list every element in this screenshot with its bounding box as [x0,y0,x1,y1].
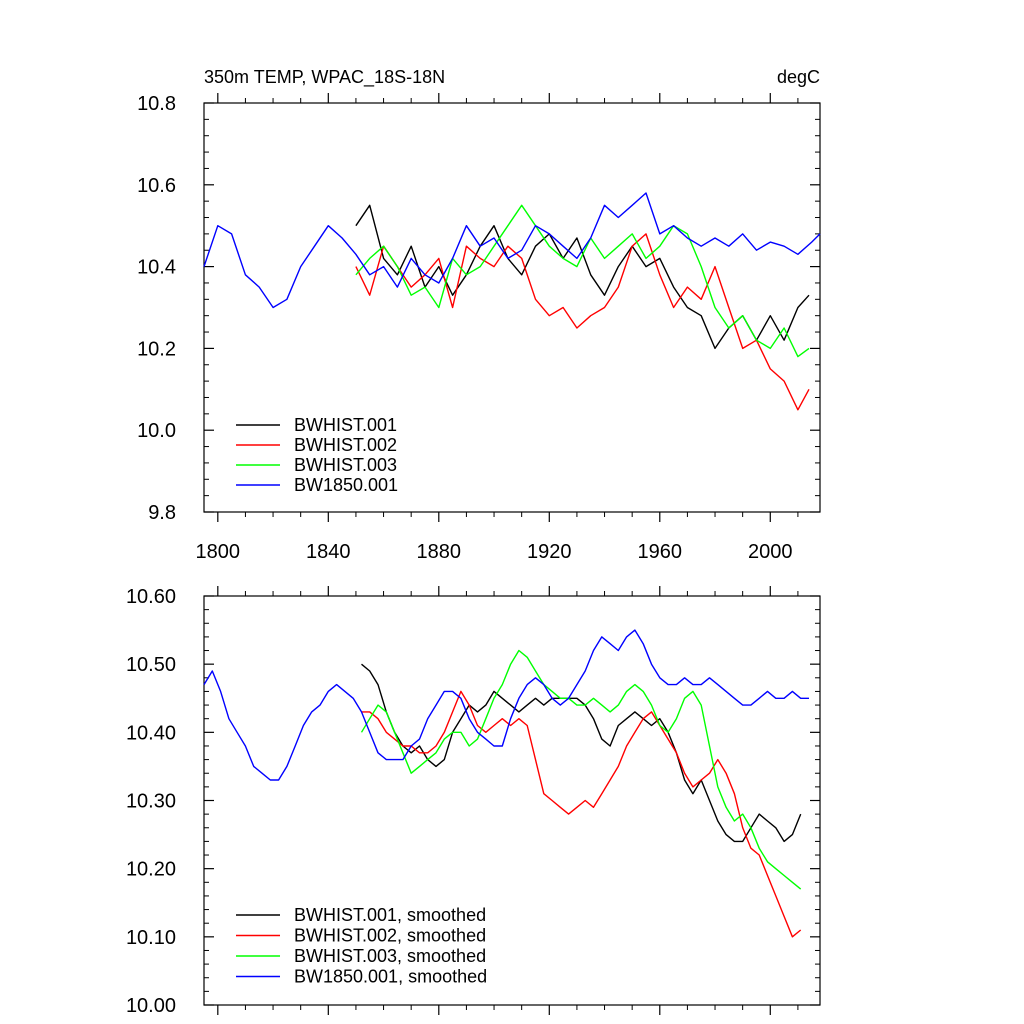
legend-label-2: BWHIST.002, smoothed [294,926,486,946]
y-tick-label: 10.0 [137,420,176,442]
series-line-3 [355,204,810,358]
legend-label-1: BWHIST.001 [294,415,397,435]
legend-label-4: BW1850.001, smoothed [294,967,487,987]
series-line-4 [203,192,821,309]
y-tick-label: 10.2 [137,338,176,360]
y-tick-label: 10.4 [137,257,176,279]
y-tick-label: 10.60 [126,586,176,608]
top-units: degC [777,67,820,87]
series-line-4 [203,629,809,781]
y-tick-label: 9.8 [148,502,176,524]
legend-label-1: BWHIST.001, smoothed [294,905,486,925]
x-tick-label: 2000 [748,541,793,563]
bottom-panel: 10.00 10.10 10.20 10.30 10.40 10.50 10.60 BWHI… [126,586,821,1017]
series-line-3 [360,649,802,890]
top-title: 350m TEMP, WPAC_18S-18N [204,67,445,88]
x-tick-label: 1800 [196,541,241,563]
y-tick-label: 10.6 [137,175,176,197]
bottom-ticks: 10.00 10.10 10.20 10.30 10.40 10.50 10.60 [126,586,820,1017]
x-tick-label: 1920 [527,541,572,563]
top-panel: 350m TEMP, WPAC_18S-18N degC 9.8 10.0 10.2… [137,67,821,563]
legend-label-3: BWHIST.003, smoothed [294,946,486,966]
x-tick-label: 1840 [306,541,351,563]
y-tick-label: 10.8 [137,93,176,115]
x-tick-label: 1960 [638,541,683,563]
y-tick-label: 10.40 [126,722,176,744]
series-line-2 [355,233,810,411]
legend-label-2: BWHIST.002 [294,435,397,455]
top-ticks: 9.8 10.0 10.2 10.4 10.6 10.8 1800 1840 1880 1920 1… [137,93,820,563]
y-tick-label: 10.20 [126,859,176,881]
legend-label-3: BWHIST.003 [294,455,397,475]
top-plot-frame [203,102,821,513]
y-tick-label: 10.00 [126,995,176,1017]
y-tick-label: 10.10 [126,927,176,949]
x-tick-label: 1880 [417,541,462,563]
bottom-series [203,629,809,938]
series-line-2 [361,690,802,938]
series-line-1 [361,663,802,843]
y-tick-label: 10.50 [126,654,176,676]
y-tick-label: 10.30 [126,791,176,813]
top-series [203,192,821,411]
legend-label-4: BW1850.001 [294,475,398,495]
